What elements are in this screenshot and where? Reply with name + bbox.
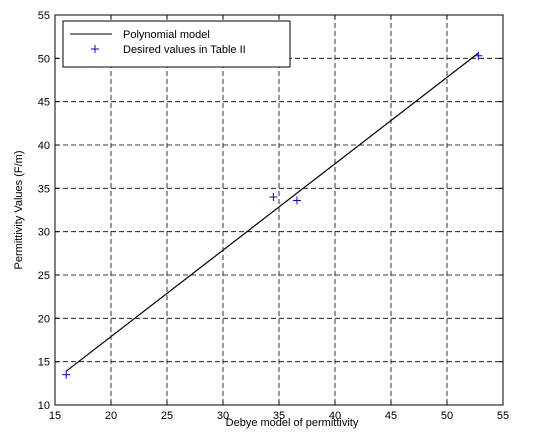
y-tick-label: 20 [38, 313, 50, 325]
y-tick-label: 50 [38, 53, 50, 65]
series-line-polynomial-model [65, 52, 479, 372]
y-tick-label: 40 [38, 140, 50, 152]
x-tick-label: 50 [441, 410, 453, 422]
y-tick-label: 30 [38, 227, 50, 239]
legend-label-polynomial-model: Polynomial model [123, 29, 210, 41]
y-tick-label: 25 [38, 270, 50, 282]
legend-box [62, 20, 291, 68]
x-tick-label: 15 [49, 410, 61, 422]
x-tick-label: 40 [329, 410, 341, 422]
legend-label-desired-values: Desired values in Table II [123, 44, 246, 56]
x-tick-label: 45 [385, 410, 397, 422]
data-point-marker [292, 196, 301, 205]
data-point-marker [62, 370, 71, 379]
data-point-marker [474, 51, 483, 60]
y-tick-label: 35 [38, 183, 50, 195]
legend-marker-swatch [91, 45, 99, 53]
x-tick-label: 30 [217, 410, 229, 422]
y-tick-label: 55 [38, 10, 50, 22]
x-tick-label: 25 [161, 410, 173, 422]
plot-series [62, 51, 483, 379]
legend: Polynomial model Desired values in Table… [62, 20, 291, 68]
x-tick-label: 20 [105, 410, 117, 422]
x-tick-label: 35 [273, 410, 285, 422]
x-tick-label: 55 [497, 410, 509, 422]
y-tick-label: 10 [38, 400, 50, 412]
data-point-marker [269, 193, 278, 201]
y-tick-label: 45 [38, 97, 50, 109]
y-axis-label: Permittivity Values (F/m) [13, 151, 25, 270]
x-axis-label: Debye model of permittivity [226, 417, 359, 429]
y-tick-label: 15 [38, 357, 50, 369]
